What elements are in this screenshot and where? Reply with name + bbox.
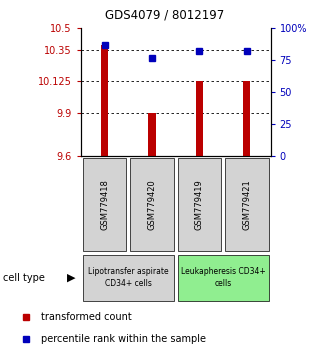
Bar [243,81,250,156]
Text: GSM779419: GSM779419 [195,179,204,230]
Text: percentile rank within the sample: percentile rank within the sample [41,334,206,344]
Text: transformed count: transformed count [41,312,132,322]
Text: ▶: ▶ [67,273,75,283]
Text: GSM779420: GSM779420 [148,179,156,230]
Bar [83,255,174,301]
Text: GDS4079 / 8012197: GDS4079 / 8012197 [105,9,225,22]
Bar [83,158,126,251]
Bar [178,255,269,301]
Bar [178,158,221,251]
Bar [148,113,155,156]
Bar [196,81,203,156]
Text: cell type: cell type [3,273,45,283]
Text: Lipotransfer aspirate
CD34+ cells: Lipotransfer aspirate CD34+ cells [88,268,169,288]
Text: GSM779421: GSM779421 [242,179,251,230]
Text: GSM779418: GSM779418 [100,179,109,230]
Bar [225,158,269,251]
Bar [130,158,174,251]
Text: Leukapheresis CD34+
cells: Leukapheresis CD34+ cells [181,268,266,288]
Bar [101,45,108,156]
